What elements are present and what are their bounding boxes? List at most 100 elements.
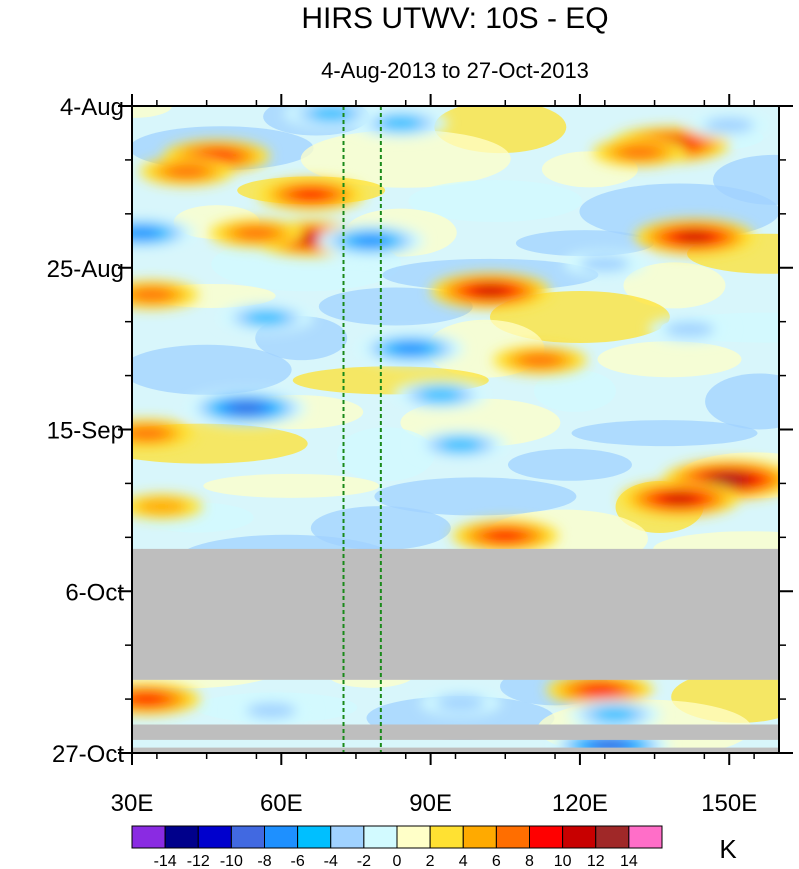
colorbar-label: 10: [554, 853, 572, 869]
anomaly-contour: [292, 188, 330, 201]
x-tick-label: 90E: [409, 790, 452, 817]
anomaly-contour: [246, 702, 297, 719]
y-tick-label: 4-Aug: [60, 94, 124, 121]
y-axis: 4-Aug 25-Aug 15-Sep 6-Oct 27-Oct: [47, 94, 793, 768]
plot-area: [132, 106, 779, 753]
anomaly-contour: [245, 311, 288, 325]
missing-data-region: [132, 724, 779, 740]
background-band: [705, 373, 779, 430]
anomaly-contour: [579, 256, 630, 272]
anomaly-contour: [704, 117, 755, 134]
colorbar-swatch: [396, 825, 431, 849]
anomaly-contour: [132, 426, 168, 440]
anomaly-contour: [713, 474, 746, 485]
colorbar-label: -2: [357, 853, 371, 869]
colorbar-swatch: [363, 825, 398, 849]
background-band: [132, 106, 172, 118]
colorbar-label: -4: [324, 853, 338, 869]
colorbar-swatch: [197, 825, 232, 849]
colorbar-label: -8: [257, 853, 271, 869]
colorbar-swatch: [297, 825, 332, 849]
colorbar-label: 12: [587, 853, 605, 869]
background-band: [571, 420, 758, 447]
background-band: [408, 179, 583, 222]
colorbar-swatch: [529, 825, 564, 849]
colorbar-label: 6: [492, 853, 501, 869]
anomaly-contour: [352, 235, 390, 247]
colorbar-swatch: [230, 825, 265, 849]
anomaly-contour: [132, 693, 166, 705]
colorbar-label: -6: [291, 853, 305, 869]
anomaly-contour: [677, 231, 712, 243]
colorbar: -14 -12 -10 -8 -6 -4 -2 0 2 4 6 8 10 12 14: [131, 825, 663, 869]
y-tick-label: 15-Sep: [47, 418, 124, 445]
anomaly-contour: [235, 226, 278, 240]
background-band: [489, 291, 670, 344]
anomaly-contour: [136, 498, 187, 515]
anomaly-features: [132, 106, 779, 753]
background-band: [623, 262, 726, 309]
x-tick-label: 120E: [552, 790, 608, 817]
background-band: [515, 230, 654, 257]
missing-data-regions: [132, 548, 779, 753]
x-tick-label: 60E: [260, 790, 303, 817]
background-band: [374, 477, 577, 516]
colorbar-label: -12: [187, 853, 210, 869]
y-tick-label: 25-Aug: [47, 256, 124, 283]
colorbar-label: 8: [525, 853, 534, 869]
colorbar-unit: K: [719, 834, 737, 864]
colorbar-label: -10: [220, 853, 243, 869]
reference-lines: [342, 106, 382, 753]
colorbar-swatch: [164, 825, 199, 849]
colorbar-label: -14: [154, 853, 177, 869]
anomaly-contour: [486, 530, 524, 542]
x-axis: 30E 60E 90E 120E 150E: [111, 94, 757, 817]
y-tick-label: 27-Oct: [52, 741, 124, 768]
colorbar-label: 4: [459, 853, 468, 869]
missing-data-region: [132, 747, 779, 753]
anomaly-contour: [310, 107, 353, 121]
anomaly-contour: [165, 165, 208, 178]
anomaly-contour: [593, 708, 636, 721]
missing-data-region: [132, 548, 779, 680]
anomaly-contour: [419, 388, 462, 402]
x-tick-label: 150E: [701, 790, 757, 817]
background-band: [336, 427, 435, 482]
colorbar-label: 2: [426, 853, 435, 869]
anomaly-contour: [379, 116, 422, 130]
x-tick-label: 30E: [111, 790, 154, 817]
chart-title: HIRS UTWV: 10S - EQ: [301, 2, 608, 35]
anomaly-contour: [132, 227, 161, 239]
background-band: [533, 369, 616, 412]
anomaly-contour: [132, 288, 173, 302]
anomaly-contour: [581, 684, 619, 696]
background-band: [300, 129, 511, 188]
y-tick-label: 6-Oct: [65, 579, 124, 606]
colorbar-swatch: [131, 825, 166, 849]
colorbar-swatch: [462, 825, 497, 849]
colorbar-swatch: [562, 825, 597, 849]
colorbar-label: 0: [393, 853, 402, 869]
colorbar-swatch: [595, 825, 630, 849]
background-band: [507, 448, 632, 481]
colorbar-swatch: [330, 825, 365, 849]
anomaly-contour: [435, 695, 486, 711]
anomaly-contour: [662, 493, 697, 504]
anomaly-contour: [392, 342, 430, 355]
background-band: [203, 473, 380, 498]
colorbar-swatch: [495, 825, 530, 849]
anomaly-contour: [473, 285, 508, 296]
colorbar-label: 14: [620, 853, 638, 869]
background-band: [597, 341, 742, 378]
colorbar-swatch: [264, 825, 299, 849]
background-band: [132, 344, 292, 395]
anomaly-contour: [664, 321, 715, 338]
colorbar-swatch: [628, 825, 663, 849]
chart-subtitle: 4-Aug-2013 to 27-Oct-2013: [321, 58, 589, 83]
anomaly-contour: [439, 438, 482, 452]
anomaly-contour: [229, 402, 264, 414]
anomaly-contour: [519, 353, 562, 367]
colorbar-swatch: [429, 825, 464, 849]
anomaly-contour: [618, 145, 661, 159]
